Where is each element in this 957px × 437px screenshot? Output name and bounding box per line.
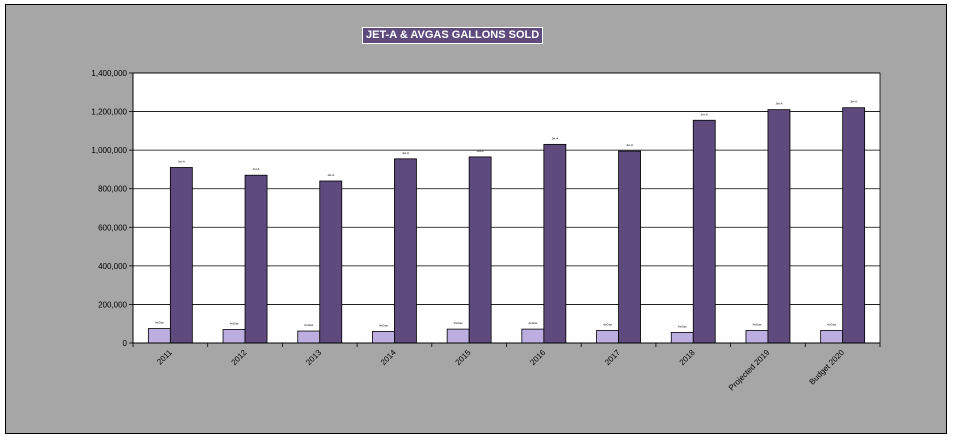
- data-label: Jet-A: [402, 151, 409, 155]
- bar: [842, 107, 866, 344]
- axes: [132, 73, 881, 347]
- y-tick-label: 200,000: [98, 300, 127, 309]
- bar: [446, 328, 470, 344]
- data-label: AvGas: [454, 321, 463, 325]
- data-label: AvGas: [379, 323, 388, 327]
- bar: [222, 329, 246, 344]
- bar: [618, 150, 641, 344]
- y-tick-labels: 0 200,000 400,000 600,000 800,000 1,000,000 1,…: [91, 69, 127, 348]
- x-tick-label: 2015: [454, 348, 473, 367]
- bars: [147, 107, 866, 344]
- y-tick-label: 0: [123, 339, 128, 348]
- data-label: Jet-A: [775, 102, 782, 106]
- data-label: Jet-A: [850, 100, 857, 104]
- data-label: AvGas: [752, 322, 761, 326]
- bar: [297, 330, 321, 344]
- bar: [670, 331, 694, 344]
- x-tick-label: Budget 2020: [808, 348, 847, 387]
- y-tick-label: 800,000: [98, 185, 127, 194]
- data-label: Jet-A: [701, 112, 708, 116]
- x-tick-label: 2013: [304, 348, 323, 367]
- x-tick-labels: 2011 2012 2013 2014 2015 2016 2017 2018 Projecte…: [155, 348, 846, 393]
- data-label: Jet-A: [477, 149, 484, 153]
- data-label: AvGas: [528, 321, 537, 325]
- data-label: AvGas: [678, 324, 687, 328]
- bar: [521, 328, 545, 344]
- x-tick-label: Projected 2019: [727, 348, 772, 393]
- data-label: Jet-A: [327, 173, 334, 177]
- data-label: Jet-A: [551, 136, 558, 140]
- bar: [169, 167, 193, 344]
- y-tick-label: 1,200,000: [91, 108, 127, 117]
- data-label: AvGas: [304, 323, 313, 327]
- data-labels: AvGas Jet-A AvGas Jet-A AvGas Jet-A AvGas Jet-A…: [155, 100, 857, 329]
- bar: [319, 180, 343, 344]
- bar: [468, 156, 492, 344]
- x-tick-label: 2012: [230, 348, 249, 367]
- y-tick-label: 400,000: [98, 262, 127, 271]
- bar: [745, 330, 769, 344]
- chart-title: JET-A & AVGAS GALLONS SOLD: [362, 27, 544, 44]
- y-tick-label: 1,000,000: [91, 146, 127, 155]
- data-label: Jet-A: [626, 143, 633, 147]
- bar: [394, 158, 417, 344]
- bar: [147, 328, 171, 344]
- data-label: AvGas: [155, 321, 164, 325]
- x-tick-label: 2014: [379, 348, 398, 367]
- bar: [372, 331, 395, 344]
- bar: [820, 330, 844, 344]
- data-label: AvGas: [230, 322, 239, 326]
- bar: [244, 174, 268, 344]
- bar: [596, 330, 619, 344]
- bar: [767, 109, 791, 344]
- x-tick-label: 2017: [603, 348, 622, 367]
- x-tick-label: 2018: [678, 348, 697, 367]
- y-tick-label: 600,000: [98, 223, 127, 232]
- data-label: AvGas: [603, 322, 612, 326]
- x-tick-label: 2016: [528, 348, 547, 367]
- x-tick-label: 2011: [155, 348, 174, 367]
- data-label: Jet-A: [253, 167, 260, 171]
- data-label: Jet-A: [178, 160, 185, 164]
- data-label: AvGas: [827, 322, 836, 326]
- bar: [692, 119, 716, 344]
- y-tick-label: 1,400,000: [91, 69, 127, 78]
- bar: [543, 143, 567, 344]
